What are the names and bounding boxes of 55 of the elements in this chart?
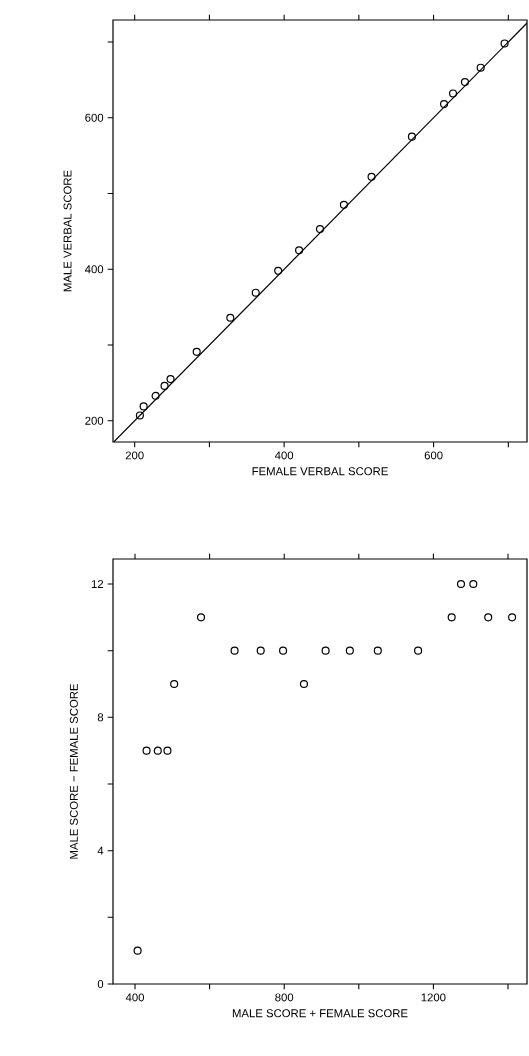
- point: [279, 646, 288, 655]
- y-tick-label: 0: [97, 979, 104, 988]
- point: [367, 172, 376, 181]
- point: [447, 613, 456, 622]
- point: [508, 613, 517, 622]
- point: [139, 402, 148, 411]
- y-tick-label: 200: [85, 416, 104, 425]
- x-tick-label: 800: [275, 993, 294, 1002]
- point: [448, 89, 458, 98]
- point: [460, 78, 470, 87]
- y-tick-label: 12: [91, 580, 104, 588]
- point: [170, 679, 179, 689]
- point: [133, 946, 142, 955]
- point: [256, 646, 265, 655]
- point: [339, 200, 348, 209]
- point: [251, 288, 260, 297]
- y-axis-title: MALE SCORE − FEMALE SCORE: [69, 683, 78, 859]
- point: [274, 266, 283, 275]
- x-axis-title: MALE SCORE + FEMALE SCORE: [232, 1009, 408, 1018]
- point: [192, 347, 201, 356]
- y-tick-label: 4: [97, 846, 104, 855]
- point: [163, 746, 172, 755]
- point: [439, 100, 449, 109]
- point: [315, 225, 325, 234]
- point: [476, 63, 485, 72]
- point: [484, 613, 493, 622]
- point: [299, 679, 309, 689]
- point: [230, 646, 239, 655]
- point: [469, 579, 478, 589]
- x-tick-label: 400: [274, 451, 294, 460]
- point: [153, 746, 162, 755]
- x-axis-title: FEMALE VERBAL SCORE: [252, 467, 388, 476]
- point: [166, 375, 175, 384]
- point: [295, 246, 304, 255]
- point: [160, 381, 169, 390]
- point: [135, 411, 144, 420]
- y-tick-label: 600: [85, 113, 104, 122]
- y-axis-title: MALE VERBAL SCORE: [63, 170, 72, 292]
- x-tick-label: 200: [125, 451, 144, 460]
- y-tick-label: 8: [97, 713, 104, 722]
- point: [151, 391, 160, 400]
- point: [407, 132, 416, 141]
- point: [196, 613, 206, 622]
- point: [142, 746, 151, 755]
- point: [414, 646, 423, 655]
- point: [456, 579, 466, 589]
- point: [226, 313, 235, 322]
- x-tick-label: 400: [125, 993, 145, 1002]
- point: [345, 646, 354, 655]
- point: [373, 646, 382, 655]
- point: [500, 39, 509, 48]
- point: [321, 646, 330, 655]
- y-tick-label: 400: [84, 265, 104, 274]
- x-tick-label: 600: [424, 451, 443, 460]
- x-tick-label: 1200: [421, 993, 446, 1002]
